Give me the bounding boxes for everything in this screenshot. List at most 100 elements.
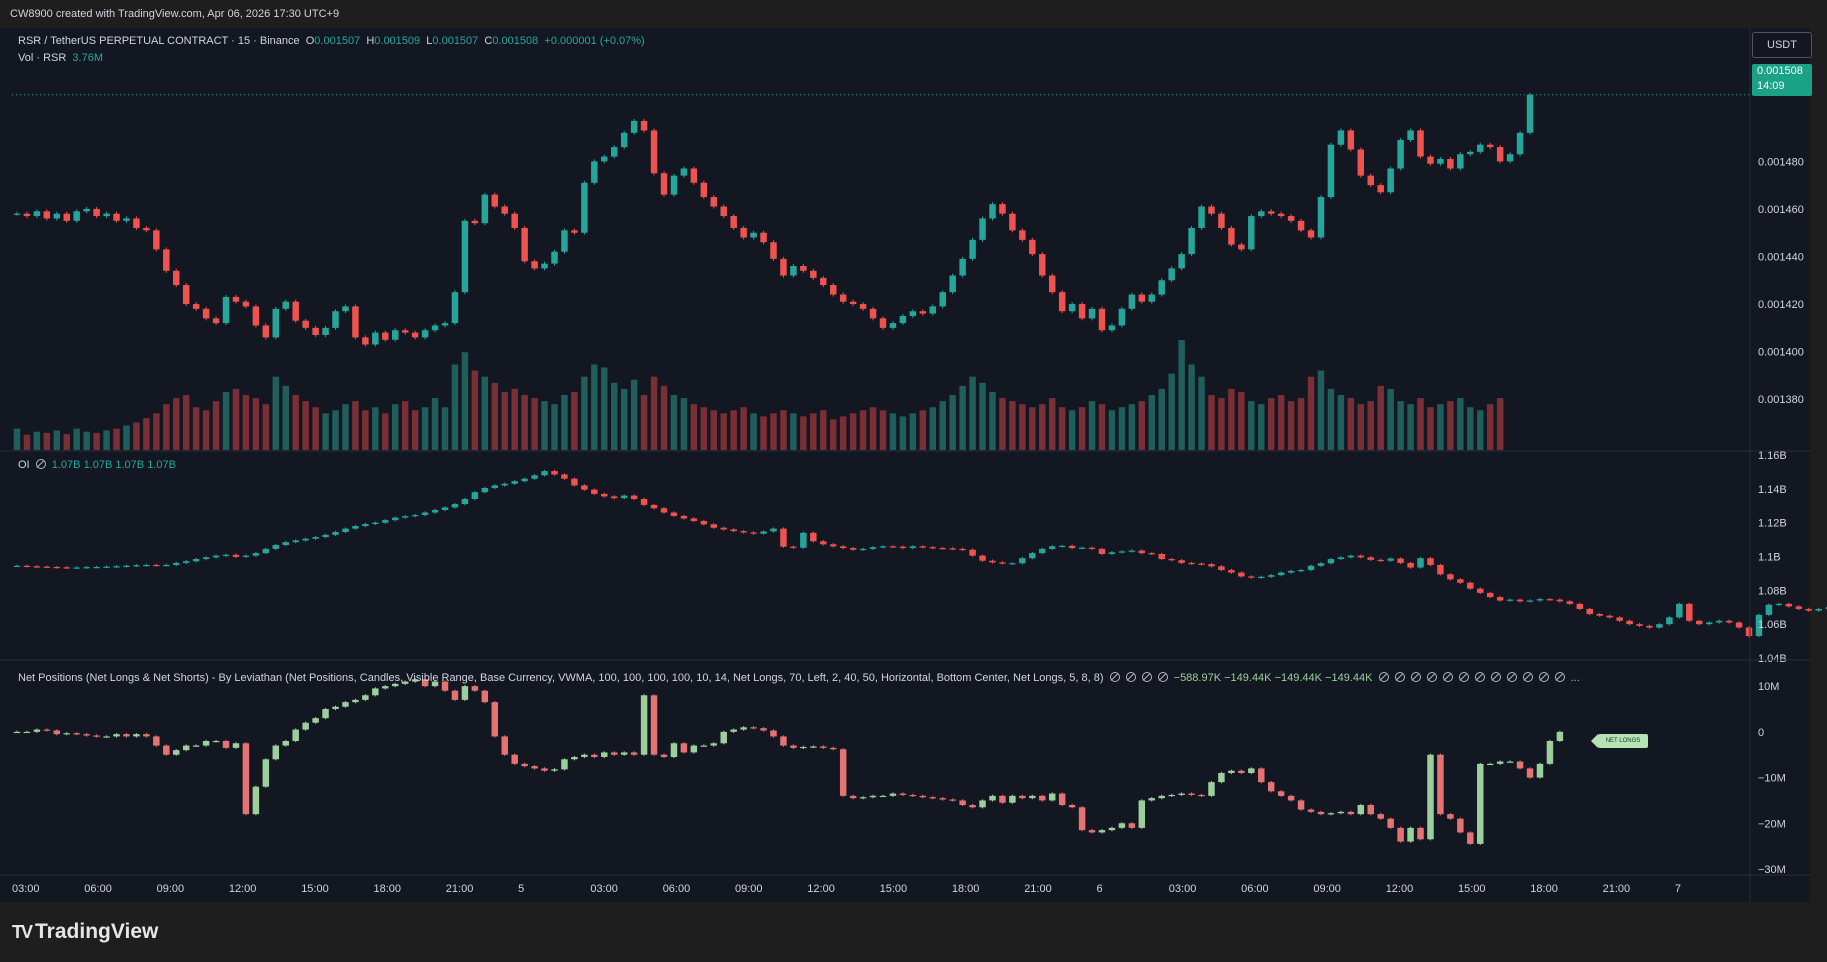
price-candle [372,332,379,345]
volume-bar [481,376,489,450]
price-candle [899,315,907,324]
net-positions-candle [153,736,160,746]
oi-candle [1078,547,1086,549]
net-positions-candle [431,681,439,687]
volume-bar [382,413,389,450]
net-positions-candle [790,745,797,748]
volume-bar [929,407,937,450]
net-positions-candle [949,799,956,801]
price-candle [1437,158,1444,164]
oi-candle [33,566,41,568]
volume-bar [212,401,220,450]
oi-candle [1297,570,1305,572]
price-candle [710,197,718,207]
price-candle [212,318,220,324]
na-icon [1378,672,1389,682]
legend-ellipsis[interactable]: ... [1570,672,1580,684]
net-positions-candle [551,769,558,771]
price-candle [1367,175,1374,186]
x-tick-label: 09:00 [735,883,763,895]
price-candle [1277,213,1285,217]
oi-candle [571,478,578,486]
price-candle [620,132,628,148]
oi-candle [1337,557,1345,560]
tradingview-logo[interactable]: TV TradingView [12,920,158,944]
net-positions-candle [282,741,289,746]
net-positions-candle [541,768,548,771]
net-positions-candle [1128,823,1136,828]
net-positions-candle [1457,818,1464,833]
net-positions-candle [481,690,489,703]
na-icon [1410,672,1421,682]
price-candle [1526,94,1534,133]
net-positions-candle [969,805,976,808]
net-positions-candle [1178,793,1185,795]
x-tick-label: 03:00 [1169,883,1197,895]
price-candle [23,213,31,217]
volume-bar [1208,395,1215,450]
y-tick-label: 0.001420 [1758,299,1804,311]
low-label: L [426,35,433,47]
y-tick-label: 1.04B [1758,653,1787,665]
price-candle [1208,206,1215,214]
symbol-title[interactable]: RSR / TetherUS PERPETUAL CONTRACT · 15 ·… [18,35,300,47]
oi-candle [103,566,110,568]
net-positions-candle [1048,793,1056,801]
net-positions-candle [1467,832,1474,844]
oi-label[interactable]: OI [18,459,30,471]
net-positions-candle [352,699,359,703]
net-positions-candle [1477,763,1484,844]
net-positions-candle [43,729,51,731]
volume-bar [1387,388,1394,450]
net-positions-candle [1297,800,1305,810]
volume-label[interactable]: Vol · RSR [18,52,67,64]
oi-candle [1506,599,1514,601]
net-positions-candle [1417,827,1424,840]
net-positions-candle [1357,805,1365,815]
volume-bar [521,395,528,450]
volume-bar [153,413,160,450]
net-positions-candle [999,795,1006,803]
oi-candle [13,565,21,568]
price-candle [451,292,459,324]
net-positions-candle [1317,811,1325,815]
price-candle [491,194,499,207]
y-tick-label: 1.1B [1758,552,1781,564]
volume-bar [83,431,90,450]
oi-candle [1198,563,1205,565]
oi-candle [43,566,51,568]
price-candle [591,161,598,183]
net-positions-candle [1447,814,1454,819]
price-candle [1337,130,1345,145]
volume-bar [53,430,61,450]
net-positions-candle [182,745,190,751]
oi-candle [820,541,827,545]
volume-bar [660,385,668,450]
price-candle [252,306,260,326]
net-positions-candle [411,679,419,682]
volume-bar [1148,395,1155,450]
oi-candle [959,548,966,551]
net-positions-candle [123,734,130,737]
volume-bar [730,410,737,450]
axes: 0.001380 0.001400 0.001420 0.001440 0.001460… [0,28,1810,902]
oi-candle [1108,552,1116,554]
price-candle [839,294,847,302]
volume-bar [421,407,429,450]
net-positions-label[interactable]: Net Positions (Net Longs & Net Shorts) -… [18,672,1104,684]
currency-button[interactable]: USDT [1752,32,1812,58]
volume-bar [849,413,857,450]
volume-bar [322,413,329,450]
price-candle [959,258,966,276]
net-positions-candle [1098,830,1106,833]
price-candle [1228,227,1235,245]
volume-bar [1357,404,1365,450]
oi-candle [511,481,518,484]
price-candle [113,213,120,221]
x-tick-label: 03:00 [590,883,618,895]
oi-candle [760,531,767,534]
visibility-off-icon[interactable] [35,459,46,469]
x-tick-label: 06:00 [663,883,691,895]
net-positions-candle [163,745,170,755]
